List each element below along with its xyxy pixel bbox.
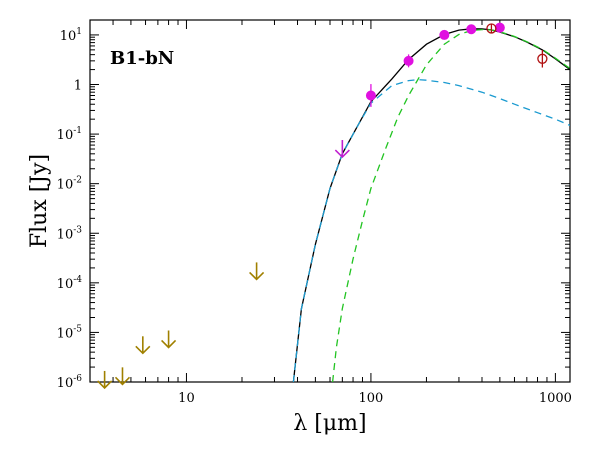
y-tick-label: 10-5 [57,324,83,341]
y-tick-label: 10-3 [57,225,83,242]
x-axis-title: λ [μm] [293,411,366,436]
y-tick-label: 1 [74,79,82,94]
axis-tick-labels: 10 100 1000 10-6 10-5 10-4 10-3 10-2 10-1 1 101 [57,27,572,406]
upper-limit-head [334,149,350,159]
upper-limit-arrow [97,370,113,390]
data-point-open [537,53,548,64]
y-tick-label: 10-2 [57,176,82,193]
upper-limit-arrow [334,140,350,159]
upper-limit-arrow [135,336,151,355]
data-point-open [486,23,497,34]
data-point [439,29,450,40]
x-tick-label: 1000 [539,391,572,406]
axis-ticks [89,19,570,383]
data-point [365,90,376,101]
marker-layer [97,22,548,390]
x-tick-label: 10 [178,391,195,406]
series-line-total_model [292,28,570,382]
upper-limit-head [135,345,151,355]
y-tick-label: 10-6 [57,374,83,391]
plot-frame [89,19,571,383]
upper-limit-arrow [114,367,131,386]
upper-limit-arrow [249,262,265,281]
upper-limit-head [249,271,265,281]
y-tick-label: 10-1 [57,126,82,143]
upper-limit-head [161,339,177,349]
series-line-cold_component [331,28,570,382]
y-axis-title: Flux [Jy] [27,154,52,248]
upper-limit-head [97,380,113,390]
x-tick-label: 100 [359,391,384,406]
data-point [403,55,414,66]
panel-label: B1-bN [110,48,174,69]
upper-limit-head [114,376,131,386]
series-line-warm_component [292,79,570,382]
data-point [466,24,477,35]
data-point [494,22,505,33]
y-tick-label: 101 [60,27,82,44]
series-layer [292,28,570,382]
upper-limit-arrow [161,330,177,349]
y-tick-label: 10-4 [57,275,83,292]
